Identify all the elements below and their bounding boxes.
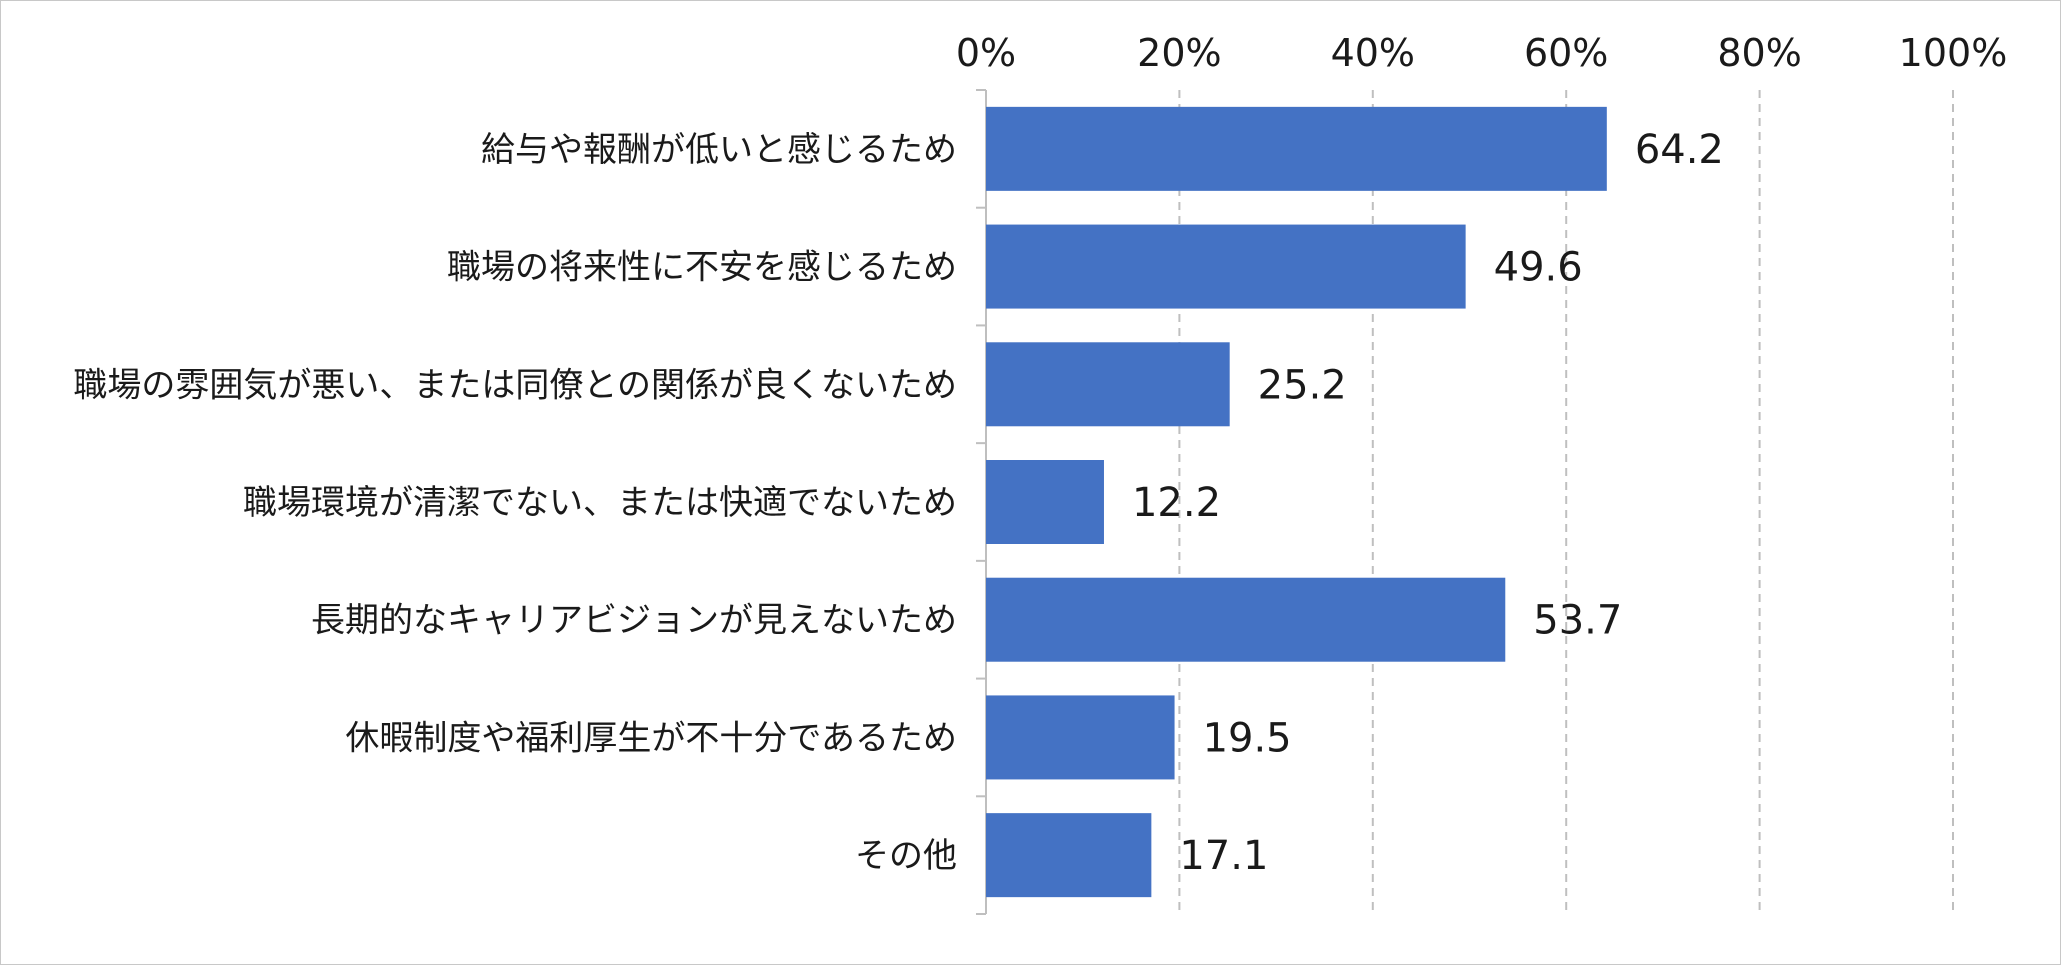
bar (986, 460, 1104, 544)
x-tick-label: 20% (1137, 31, 1221, 75)
x-tick-label: 60% (1524, 31, 1608, 75)
data-label: 49.6 (1494, 245, 1583, 291)
bar (986, 813, 1152, 898)
x-tick-label: 80% (1717, 31, 1801, 75)
category-label: 長期的なキャリアビジョンが見えないため (311, 601, 957, 641)
category-label: その他 (855, 836, 957, 876)
data-label: 53.7 (1533, 598, 1622, 644)
bar (986, 224, 1466, 309)
x-tick-label: 100% (1899, 31, 2008, 75)
data-label: 64.2 (1635, 127, 1724, 173)
category-label: 職場環境が清潔でない、または快適でないため (243, 483, 957, 523)
data-label: 12.2 (1132, 480, 1221, 526)
x-tick-label: 0% (956, 31, 1016, 75)
x-tick-label: 40% (1331, 31, 1415, 75)
category-label: 職場の雰囲気が悪い、または同僚との関係が良くないため (73, 365, 957, 405)
data-label: 19.5 (1203, 715, 1292, 761)
bar (986, 342, 1230, 427)
category-label: 職場の将来性に不安を感じるため (447, 248, 957, 288)
data-label: 17.1 (1179, 833, 1268, 879)
data-label: 25.2 (1258, 362, 1347, 408)
category-label: 給与や報酬が低いと感じるため (481, 130, 957, 170)
bar (986, 577, 1506, 662)
bar (986, 695, 1175, 780)
category-label: 休暇制度や福利厚生が不十分であるため (345, 718, 957, 758)
bar (986, 106, 1607, 191)
